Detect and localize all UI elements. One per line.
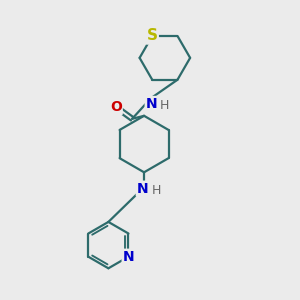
Text: H: H [152, 184, 161, 196]
Text: O: O [110, 100, 122, 114]
Text: S: S [147, 28, 158, 44]
Text: N: N [123, 250, 134, 264]
Text: N: N [146, 97, 157, 111]
Text: H: H [160, 99, 170, 112]
Text: N: N [137, 182, 148, 196]
